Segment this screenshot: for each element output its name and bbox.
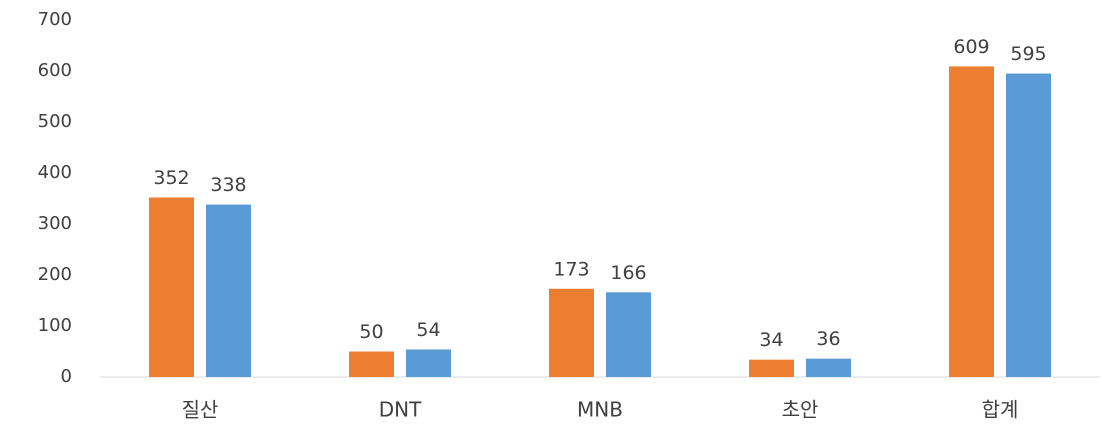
bar bbox=[806, 358, 851, 377]
data-label: 338 bbox=[210, 174, 246, 196]
bar bbox=[749, 359, 794, 377]
data-label: 34 bbox=[759, 329, 783, 351]
bar bbox=[1006, 73, 1051, 378]
x-tick-label: MNB bbox=[577, 398, 623, 422]
data-label: 352 bbox=[153, 167, 189, 189]
x-tick-label: 질산 bbox=[182, 398, 219, 422]
y-tick-label: 300 bbox=[38, 213, 72, 234]
data-label: 166 bbox=[610, 262, 646, 284]
x-tick-label: 초안 bbox=[782, 398, 819, 422]
data-label: 36 bbox=[816, 328, 840, 350]
bar bbox=[406, 349, 451, 377]
y-tick-label: 700 bbox=[38, 9, 72, 30]
data-label: 595 bbox=[1010, 43, 1046, 65]
bar bbox=[606, 292, 651, 377]
y-tick-label: 600 bbox=[38, 60, 72, 81]
bar bbox=[206, 204, 251, 377]
bar bbox=[149, 197, 194, 377]
y-tick-label: 0 bbox=[61, 366, 72, 387]
x-tick-label: DNT bbox=[379, 398, 422, 422]
y-tick-label: 400 bbox=[38, 162, 72, 183]
bar bbox=[349, 351, 394, 377]
y-tick-label: 500 bbox=[38, 111, 72, 132]
y-tick-label: 100 bbox=[38, 315, 72, 336]
data-label: 50 bbox=[359, 321, 383, 343]
data-label: 54 bbox=[416, 319, 440, 341]
bar bbox=[949, 66, 994, 377]
y-tick-label: 200 bbox=[38, 264, 72, 285]
bar bbox=[549, 288, 594, 377]
data-label: 173 bbox=[553, 258, 589, 280]
data-label: 609 bbox=[953, 36, 989, 58]
x-tick-label: 합계 bbox=[982, 398, 1019, 422]
